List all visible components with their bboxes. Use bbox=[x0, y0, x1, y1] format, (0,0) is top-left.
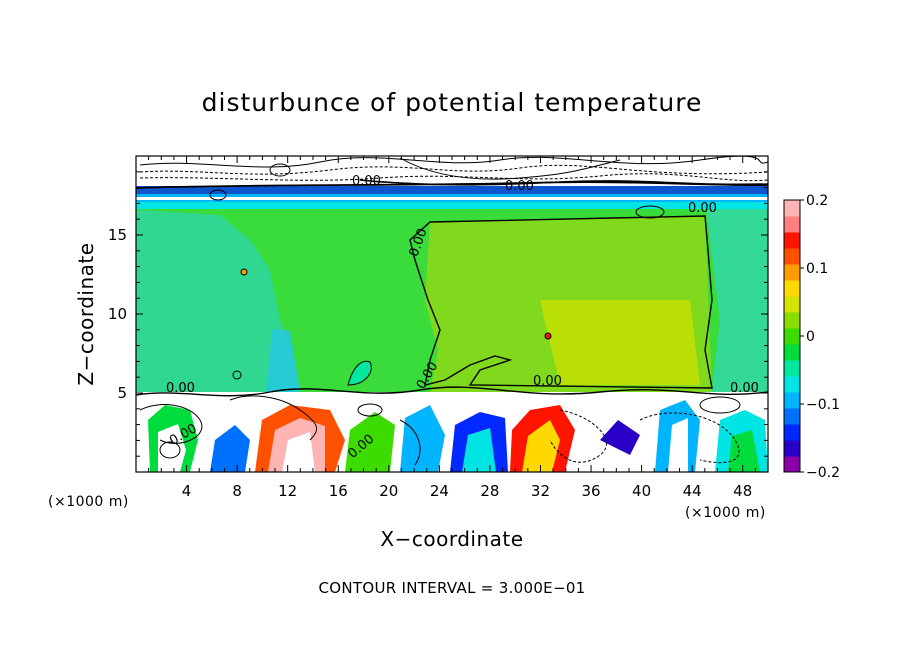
field-region-cyan-column bbox=[266, 330, 300, 392]
colorbar-swatch bbox=[784, 216, 800, 233]
colorbar-swatch bbox=[784, 456, 800, 473]
contour-label: 0.00 bbox=[166, 381, 195, 396]
y-tick-label: 5 bbox=[117, 384, 127, 402]
y-axis: 5 10 15 bbox=[108, 155, 768, 473]
small-anomaly-3 bbox=[232, 370, 242, 380]
zero-contour-tropopause bbox=[136, 181, 768, 189]
colorbar: 0.2 0.1 0 −0.1 −0.2 bbox=[783, 193, 840, 481]
upper-layer bbox=[136, 156, 768, 186]
colorbar-swatch bbox=[784, 200, 800, 217]
contour-label: 0.00 bbox=[533, 374, 562, 389]
x-axis-label: X−coordinate bbox=[380, 527, 523, 551]
x-tick-label: 48 bbox=[733, 482, 752, 500]
colorbar-tick-label: 0 bbox=[806, 329, 815, 345]
colorbar-swatch bbox=[784, 392, 800, 409]
colorbar-swatch bbox=[784, 296, 800, 313]
colorbar-swatch bbox=[784, 264, 800, 281]
colorbar-swatch bbox=[784, 280, 800, 297]
colorbar-tick-label: 0.2 bbox=[806, 193, 828, 209]
field-region-left-cyan bbox=[136, 210, 300, 392]
x-tick-label: 16 bbox=[329, 482, 348, 500]
x-tick-label: 20 bbox=[379, 482, 398, 500]
x-axis-unit-left: (×1000 m) bbox=[48, 494, 129, 510]
x-tick-label: 4 bbox=[182, 482, 192, 500]
small-contour-left bbox=[347, 360, 372, 386]
colorbar-tick-label: −0.1 bbox=[806, 397, 840, 413]
field-region-cyan-right bbox=[705, 200, 768, 392]
colorbar-swatch bbox=[784, 360, 800, 377]
contour-label: 0.00 bbox=[730, 381, 759, 396]
x-tick-label: 24 bbox=[430, 482, 449, 500]
colorbar-swatch bbox=[784, 440, 800, 457]
y-axis-label: Z−coordinate bbox=[74, 242, 98, 385]
chart-title: disturbunce of potential temperature bbox=[202, 88, 703, 117]
colorbar-swatch bbox=[784, 424, 800, 441]
colorbar-swatch bbox=[784, 376, 800, 393]
tropopause-band-blue bbox=[136, 186, 768, 194]
x-tick-label: 8 bbox=[232, 482, 242, 500]
x-axis: 4 8 12 16 20 24 28 32 36 40 44 48 bbox=[135, 156, 769, 500]
field-region-yellow bbox=[540, 300, 700, 385]
x-tick-label: 36 bbox=[581, 482, 600, 500]
y-tick-label: 15 bbox=[108, 226, 127, 244]
surface-layer-contours bbox=[136, 386, 768, 466]
surface-layer-anomalies bbox=[148, 400, 768, 472]
contour-interval-note: CONTOUR INTERVAL = 3.000E−01 bbox=[318, 579, 585, 597]
colorbar-tick-label: −0.2 bbox=[806, 465, 840, 481]
x-tick-label: 28 bbox=[480, 482, 499, 500]
x-tick-label: 40 bbox=[632, 482, 651, 500]
small-anomaly-2 bbox=[544, 332, 552, 340]
colorbar-swatch bbox=[784, 328, 800, 345]
colorbar-swatch bbox=[784, 232, 800, 249]
small-anomaly-1 bbox=[240, 268, 248, 276]
tropopause-band-lower bbox=[136, 202, 768, 209]
contour-label: 0.00 bbox=[352, 174, 381, 189]
colorbar-swatch bbox=[784, 344, 800, 361]
colorbar-swatch bbox=[784, 312, 800, 329]
tropopause-band-core bbox=[136, 197, 768, 200]
x-axis-unit-right: (×1000 m) bbox=[685, 505, 766, 521]
contour-label: 0.00 bbox=[688, 201, 717, 216]
colorbar-swatch bbox=[784, 408, 800, 425]
x-tick-label: 12 bbox=[278, 482, 297, 500]
x-tick-label: 44 bbox=[683, 482, 702, 500]
contour-label: 0.00 bbox=[505, 179, 534, 194]
zero-contour-central bbox=[409, 215, 713, 389]
y-tick-label: 10 bbox=[108, 305, 127, 323]
x-tick-label: 32 bbox=[531, 482, 550, 500]
plot-area bbox=[136, 156, 768, 472]
colorbar-swatch bbox=[784, 248, 800, 265]
colorbar-tick-label: 0.1 bbox=[806, 261, 828, 277]
